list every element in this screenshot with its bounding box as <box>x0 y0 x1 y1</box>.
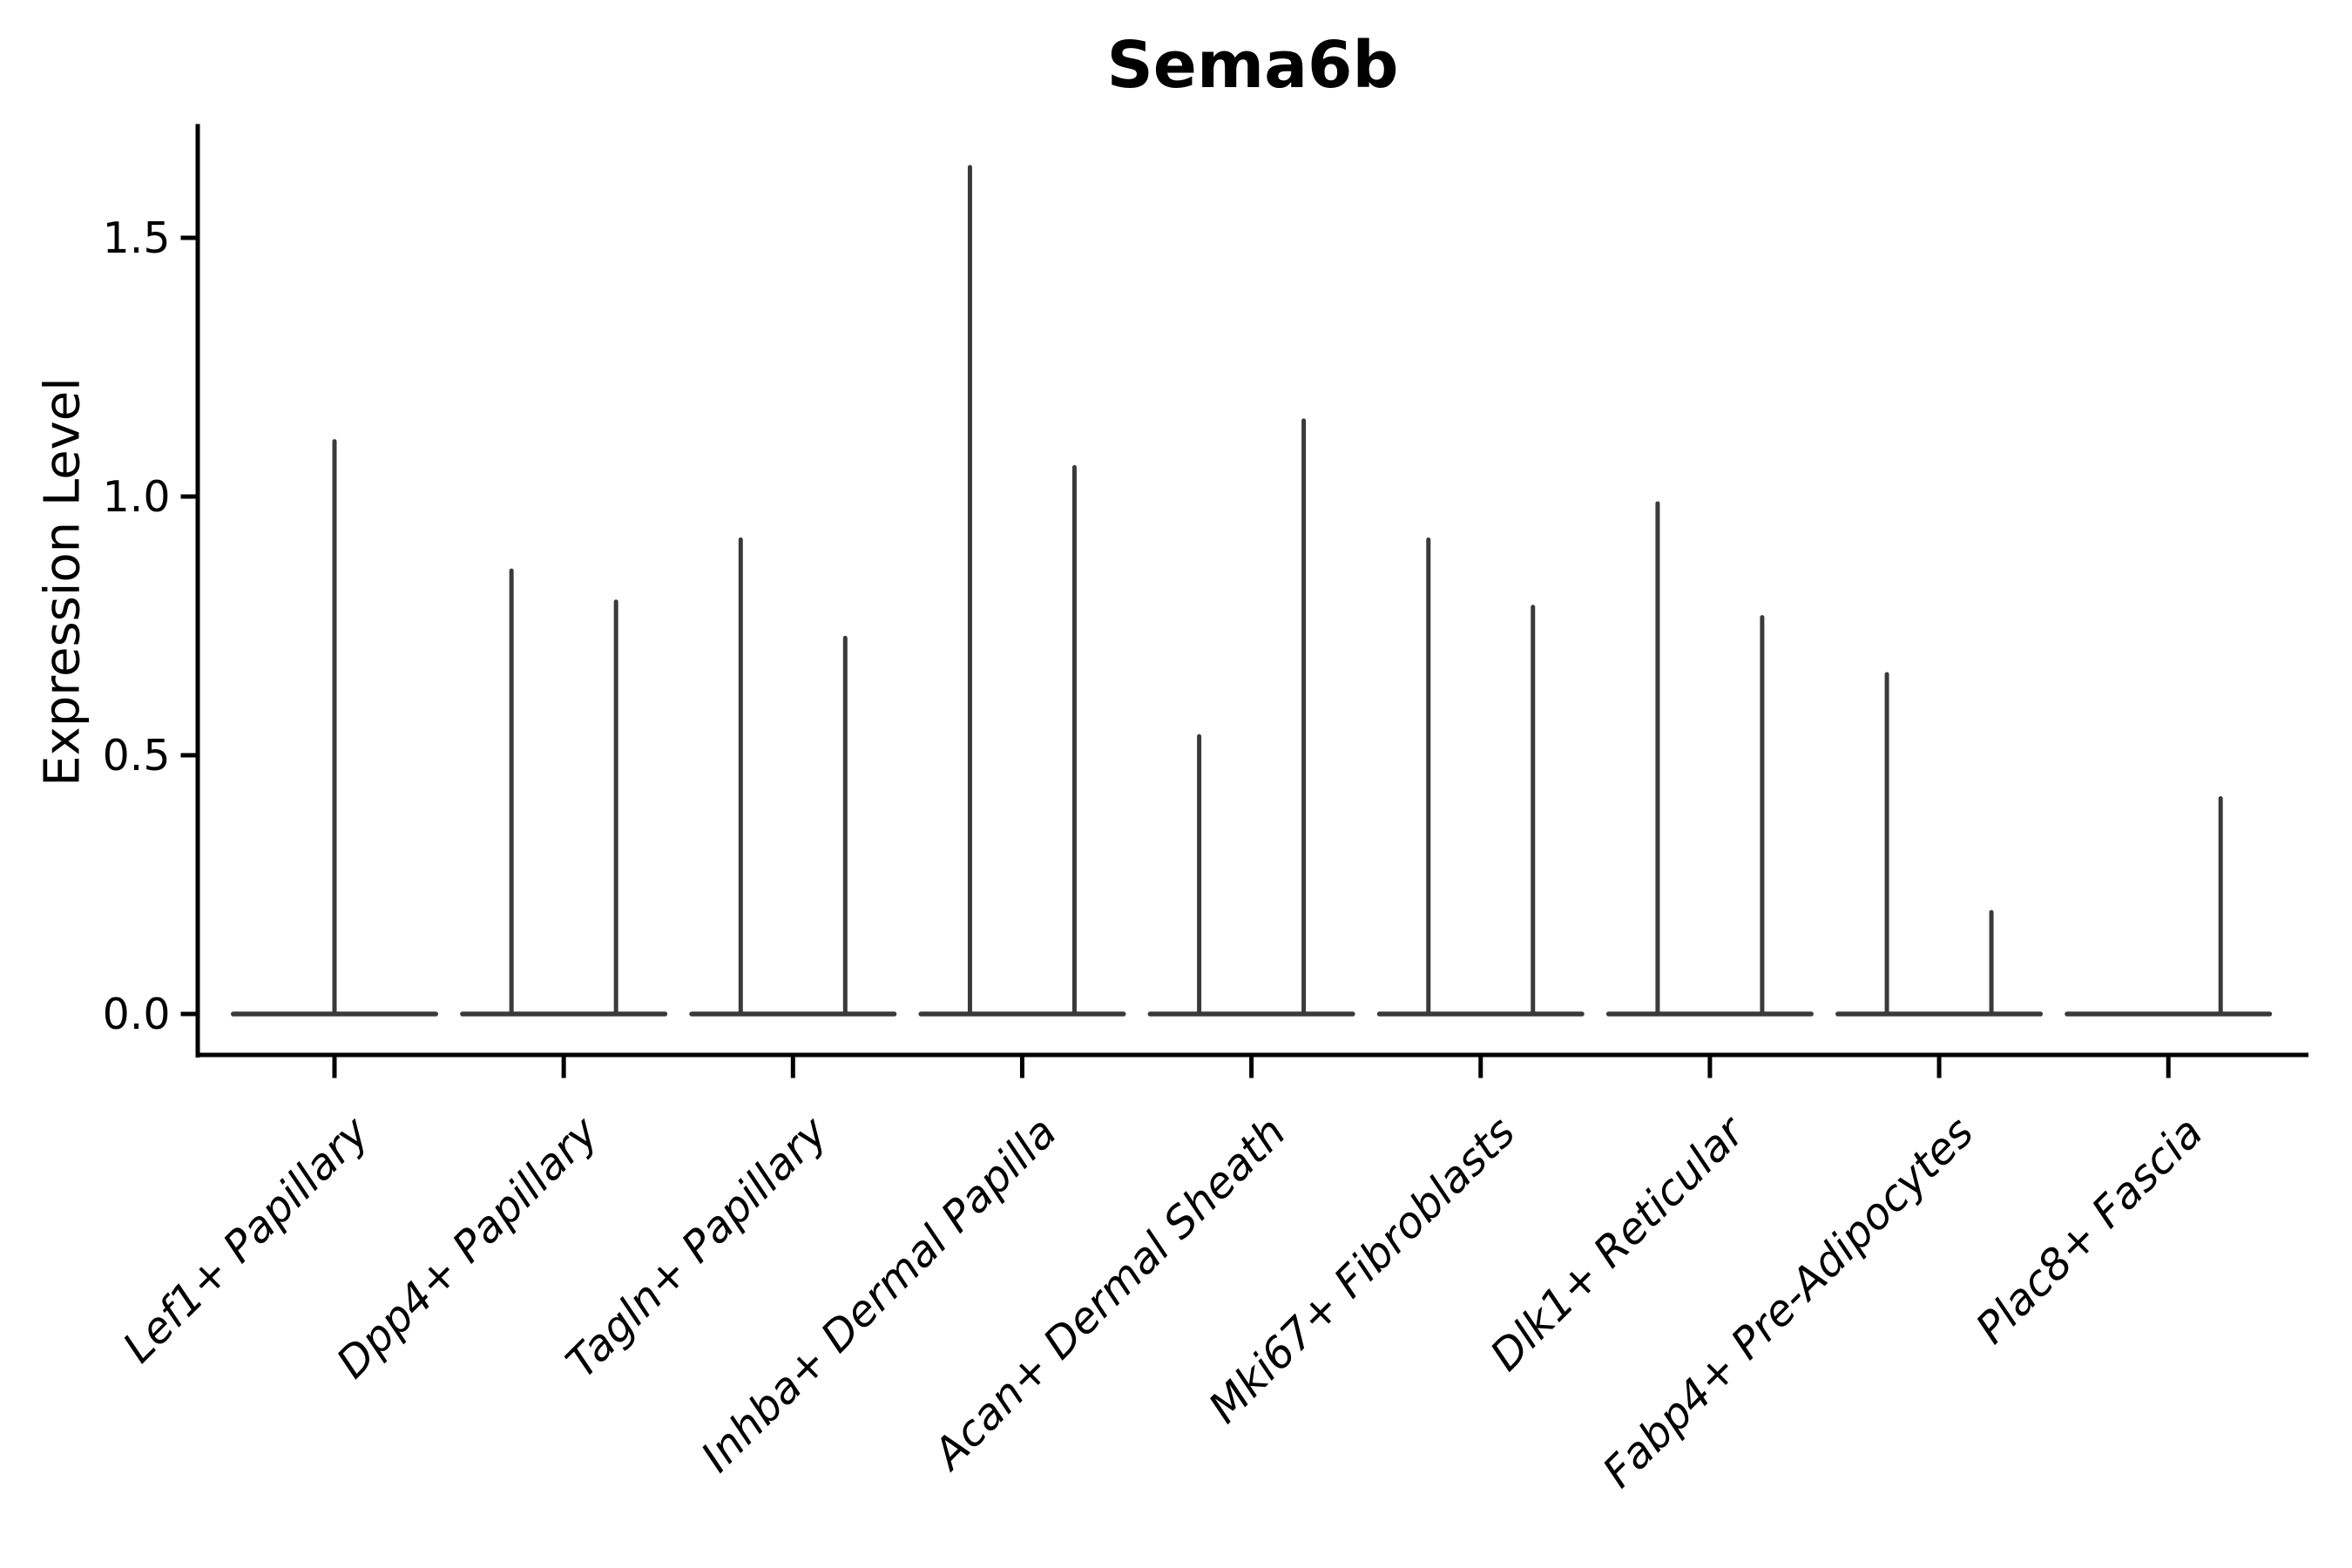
violin-mki67-fibroblasts <box>1376 537 1585 1017</box>
violin-lef1-papillary <box>231 439 438 1017</box>
violin-fabp4-pre-adipocytes <box>1835 672 2044 1017</box>
x-tick-label: Fabp4+ Pre-Adipocytes <box>1593 1107 1984 1497</box>
violin-baseline <box>1376 1011 1585 1017</box>
violins <box>231 165 2273 1017</box>
violin-plac8-fascia <box>2065 796 2273 1017</box>
violin-baseline <box>2065 1011 2273 1017</box>
violin-tagln-papillary <box>689 537 897 1017</box>
chart-title: Sema6b <box>1106 28 1399 103</box>
violin-baseline <box>1605 1011 1814 1017</box>
violin-dpp4-papillary <box>460 568 668 1017</box>
violin-baseline <box>1147 1011 1355 1017</box>
violin-baseline <box>918 1011 1126 1017</box>
violin-dlk1-reticular <box>1605 501 1814 1017</box>
y-tick-label: 1.5 <box>103 213 171 263</box>
y-tick-label: 1.0 <box>103 472 171 522</box>
y-tick-label: 0.0 <box>103 990 171 1039</box>
x-tick-label: Dlk1+ Reticular <box>1481 1105 1755 1380</box>
violin-acan-dermal-sheath <box>1147 418 1355 1017</box>
violin-baseline <box>689 1011 897 1017</box>
violin-baseline <box>460 1011 668 1017</box>
violin-inhba-dermal-papilla <box>918 165 1126 1017</box>
violin-baseline <box>1835 1011 2044 1017</box>
y-tick-label: 0.5 <box>103 731 171 781</box>
x-tick-label: Lef1+ Papillary <box>113 1106 379 1372</box>
x-tick-label: Plac8+ Fascia <box>1966 1107 2212 1353</box>
